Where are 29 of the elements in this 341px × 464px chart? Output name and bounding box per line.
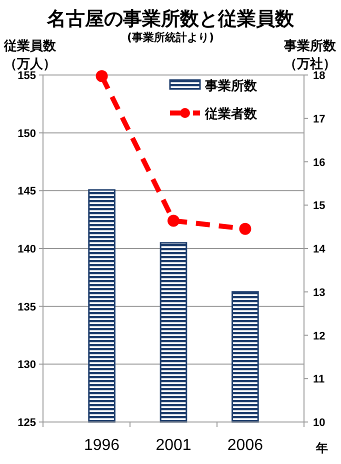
legend-label: 従業者数 xyxy=(204,107,258,122)
point xyxy=(168,214,180,227)
x-axis-title: 年 xyxy=(315,441,328,455)
y2-tick-label: 17 xyxy=(313,113,326,126)
y-tick-label: 130 xyxy=(18,359,36,372)
y-axis-title: 従業員数（万人） xyxy=(3,39,57,72)
y-tick-label: 150 xyxy=(18,128,36,140)
x-tick-label: 2001 xyxy=(156,437,192,454)
point xyxy=(239,222,252,235)
x-tick-label: 1996 xyxy=(84,437,120,454)
legend-label: 事業所数 xyxy=(204,78,258,94)
chart-title: 名古屋の事業所数と従業員数 xyxy=(46,8,295,30)
y2-tick-label: 12 xyxy=(313,330,326,342)
y-tick-label: 145 xyxy=(18,186,36,198)
y-tick-label: 135 xyxy=(18,301,36,314)
y2-tick-label: 15 xyxy=(313,200,326,212)
y-tick-label: 155 xyxy=(18,70,36,82)
y2-tick-label: 18 xyxy=(313,70,326,82)
y2-tick-label: 10 xyxy=(313,417,326,429)
y2-tick-label: 11 xyxy=(313,374,325,386)
y2-tick-label: 16 xyxy=(313,156,326,169)
y2-tick-label: 13 xyxy=(313,286,326,299)
y2-axis-title: 事業所数（万社） xyxy=(283,38,337,72)
y-tick-label: 140 xyxy=(18,244,36,256)
point xyxy=(96,70,108,82)
x-tick-label: 2006 xyxy=(227,437,264,454)
y-tick-label: 125 xyxy=(18,417,36,429)
y2-tick-label: 14 xyxy=(313,244,326,256)
chart-subtitle: (事業所統計より) xyxy=(126,31,214,44)
